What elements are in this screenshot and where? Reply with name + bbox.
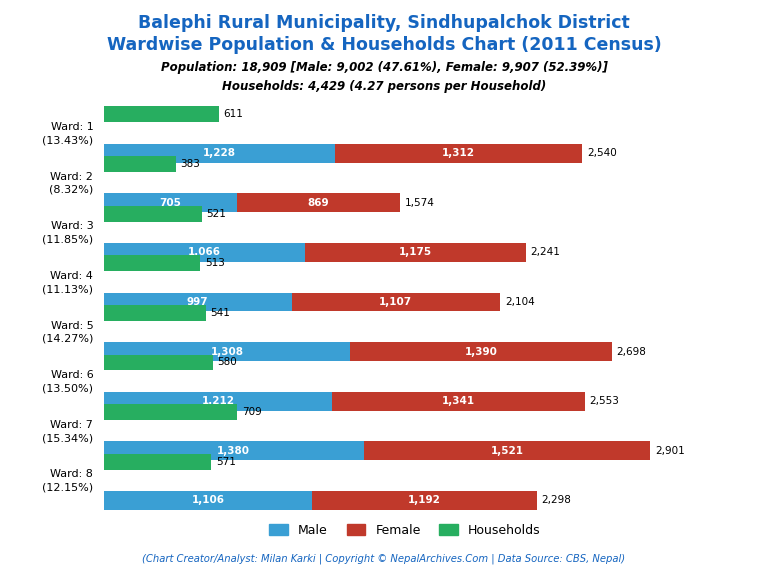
Bar: [104, 255, 200, 271]
Text: Wardwise Population & Households Chart (2011 Census): Wardwise Population & Households Chart (…: [107, 36, 661, 54]
Text: 1,380: 1,380: [217, 446, 250, 456]
Text: 1,192: 1,192: [408, 495, 441, 505]
Bar: [104, 392, 332, 411]
Text: 1,228: 1,228: [203, 148, 236, 158]
Text: 709: 709: [242, 407, 262, 417]
Text: 2,901: 2,901: [655, 446, 685, 456]
Text: 997: 997: [187, 297, 208, 307]
Bar: [335, 144, 582, 162]
Bar: [104, 144, 335, 162]
Bar: [104, 404, 237, 420]
Bar: [292, 292, 500, 311]
Bar: [312, 491, 537, 510]
Bar: [104, 292, 292, 311]
Text: 580: 580: [217, 357, 237, 368]
Text: 513: 513: [205, 258, 225, 268]
Text: 705: 705: [159, 198, 181, 208]
Text: 1,521: 1,521: [491, 446, 524, 456]
Text: 2,553: 2,553: [589, 396, 619, 406]
Text: 2,104: 2,104: [505, 297, 535, 307]
Text: Population: 18,909 [Male: 9,002 (47.61%), Female: 9,907 (52.39%)]: Population: 18,909 [Male: 9,002 (47.61%)…: [161, 61, 607, 74]
Text: 383: 383: [180, 159, 200, 169]
Bar: [104, 342, 350, 361]
Text: 1,106: 1,106: [191, 495, 224, 505]
Text: 521: 521: [207, 209, 227, 219]
Text: 2,540: 2,540: [587, 148, 617, 158]
Text: 869: 869: [307, 198, 329, 208]
Bar: [104, 206, 202, 222]
Bar: [237, 193, 400, 212]
Text: 541: 541: [210, 308, 230, 318]
Text: Households: 4,429 (4.27 persons per Household): Households: 4,429 (4.27 persons per Hous…: [222, 80, 546, 93]
Text: 611: 611: [223, 110, 243, 119]
Text: 1,341: 1,341: [442, 396, 475, 406]
Text: 1,574: 1,574: [405, 198, 435, 208]
Bar: [364, 441, 650, 460]
Bar: [104, 354, 213, 371]
Bar: [104, 441, 364, 460]
Bar: [350, 342, 612, 361]
Legend: Male, Female, Households: Male, Female, Households: [264, 519, 546, 542]
Text: (Chart Creator/Analyst: Milan Karki | Copyright © NepalArchives.Com | Data Sourc: (Chart Creator/Analyst: Milan Karki | Co…: [142, 554, 626, 564]
Text: 2,698: 2,698: [617, 347, 647, 357]
Text: 1,175: 1,175: [399, 247, 432, 258]
Bar: [104, 305, 206, 321]
Text: 1,066: 1,066: [187, 247, 220, 258]
Bar: [104, 243, 305, 262]
Text: Balephi Rural Municipality, Sindhupalchok District: Balephi Rural Municipality, Sindhupalcho…: [138, 14, 630, 32]
Bar: [104, 156, 176, 172]
Text: 1,312: 1,312: [442, 148, 475, 158]
Text: 1,212: 1,212: [201, 396, 234, 406]
Bar: [332, 392, 584, 411]
Text: 571: 571: [216, 456, 236, 467]
Text: 1,308: 1,308: [210, 347, 243, 357]
Bar: [104, 107, 219, 122]
Text: 1,390: 1,390: [465, 347, 498, 357]
Bar: [305, 243, 526, 262]
Text: 2,241: 2,241: [531, 247, 561, 258]
Text: 2,298: 2,298: [541, 495, 571, 505]
Bar: [104, 491, 312, 510]
Text: 1,107: 1,107: [379, 297, 412, 307]
Bar: [104, 454, 211, 470]
Bar: [104, 193, 237, 212]
